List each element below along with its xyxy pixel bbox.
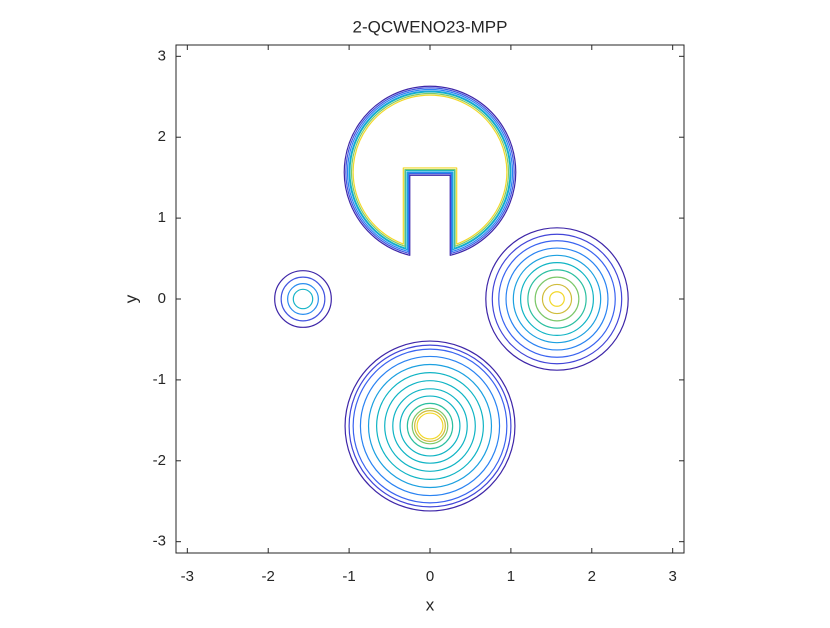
contour-line xyxy=(376,372,484,480)
contour-line xyxy=(519,261,595,337)
y-tick-label: 0 xyxy=(158,290,166,307)
chart-title: 2-QCWENO23-MPP xyxy=(353,17,508,36)
contour-line xyxy=(512,254,602,344)
contour-line xyxy=(498,240,616,358)
contour-line xyxy=(287,283,319,315)
y-tick-label: 2 xyxy=(158,128,166,145)
contour-line xyxy=(485,227,629,371)
contour-line xyxy=(411,407,449,445)
x-tick-label: 3 xyxy=(669,568,677,585)
contour-line xyxy=(343,85,517,256)
x-tick-label: -2 xyxy=(262,568,275,585)
y-tick-label: 3 xyxy=(158,47,166,64)
contour-line xyxy=(345,87,515,255)
contour-line xyxy=(348,344,512,508)
contour-line xyxy=(274,270,332,328)
contour-line xyxy=(399,395,461,457)
contour-line xyxy=(352,348,508,504)
contour-line xyxy=(367,363,493,489)
x-tick-label: -1 xyxy=(342,568,355,585)
contour-line xyxy=(350,92,510,247)
contour-line xyxy=(359,355,501,497)
x-tick-label: 0 xyxy=(426,568,434,585)
contour-line xyxy=(406,402,454,450)
contour-line xyxy=(292,288,314,310)
contour-line xyxy=(414,410,446,442)
x-tick-label: 1 xyxy=(507,568,515,585)
x-axis-label: x xyxy=(426,595,435,614)
contour-line xyxy=(352,94,508,245)
contour-line xyxy=(527,269,587,329)
contour-line xyxy=(534,276,580,322)
x-tick-label: -3 xyxy=(181,568,194,585)
contour-line xyxy=(349,91,511,249)
y-tick-label: -3 xyxy=(153,533,166,550)
contour-line xyxy=(280,276,326,322)
contour-line xyxy=(505,247,609,351)
contour-line xyxy=(549,291,565,307)
contour-line xyxy=(541,283,573,315)
contour-line xyxy=(416,412,444,440)
y-tick-label: 1 xyxy=(158,209,166,226)
x-tick-label: 2 xyxy=(588,568,596,585)
y-tick-label: -2 xyxy=(153,452,166,469)
contour-line xyxy=(384,380,476,472)
contour-line xyxy=(344,340,516,512)
contour-line xyxy=(491,233,623,365)
contour-line xyxy=(346,88,514,253)
y-axis-label: y xyxy=(121,294,140,303)
contour-line xyxy=(348,90,512,251)
y-tick-label: -1 xyxy=(153,371,166,388)
contour-line xyxy=(392,388,468,464)
